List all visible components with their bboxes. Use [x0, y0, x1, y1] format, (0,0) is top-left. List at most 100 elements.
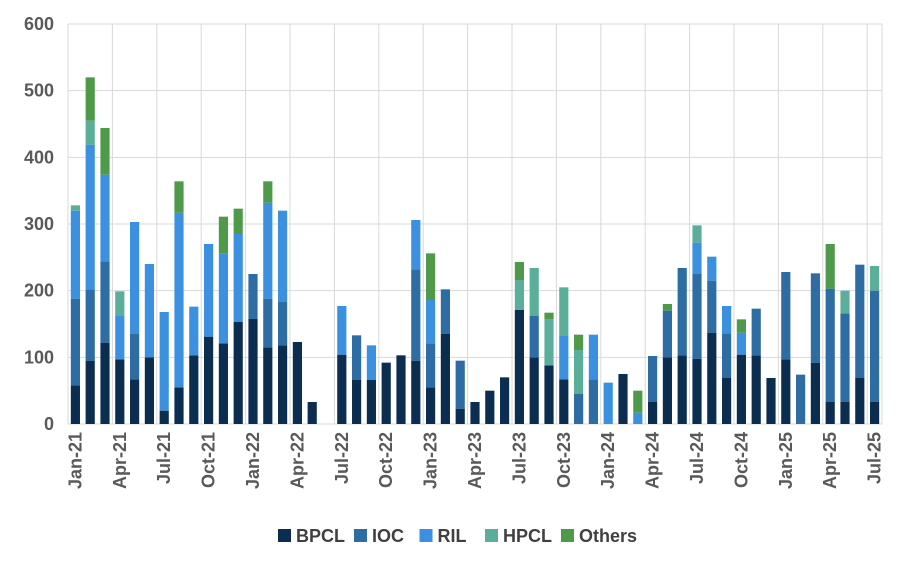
x-tick-label: Apr-21 — [110, 432, 130, 489]
y-tick-label: 500 — [24, 81, 54, 101]
bar-bpcl-sep-22 — [366, 380, 376, 424]
bar-hpcl-oct-23 — [559, 287, 569, 336]
bar-hpcl-jul-24 — [692, 225, 702, 243]
bar-others-apr-25 — [825, 244, 835, 289]
legend-swatch-hpcl — [485, 529, 498, 542]
bar-bpcl-dec-24 — [766, 378, 776, 424]
y-tick-label: 100 — [24, 347, 54, 367]
legend: BPCL IOC RIL HPCL Others — [278, 526, 637, 546]
bar-others-may-24 — [662, 304, 672, 311]
bar-bpcl-oct-21 — [204, 336, 214, 424]
x-tick-label: Oct-21 — [199, 432, 219, 488]
bar-bpcl-mar-23 — [455, 408, 465, 424]
bars — [70, 77, 880, 424]
bar-ioc-nov-24 — [751, 308, 761, 356]
bar-others-nov-23 — [574, 334, 584, 350]
bar-ioc-feb-21 — [85, 289, 95, 361]
bar-bpcl-apr-25 — [825, 402, 835, 424]
legend-swatch-others — [561, 529, 574, 542]
bar-ril-may-21 — [130, 222, 140, 334]
bar-others-mar-21 — [100, 128, 110, 175]
bar-ril-apr-21 — [115, 316, 125, 360]
legend-label-ioc: IOC — [372, 526, 404, 546]
bar-ril-sep-22 — [366, 345, 376, 380]
bar-bpcl-may-21 — [130, 379, 140, 424]
bar-ioc-aug-24 — [707, 280, 717, 333]
bar-bpcl-nov-24 — [751, 355, 761, 424]
bar-ril-feb-22 — [263, 202, 273, 299]
bar-ioc-mar-25 — [810, 273, 820, 363]
bar-bpcl-jun-24 — [677, 355, 687, 424]
x-tick-label: Jan-22 — [243, 432, 263, 489]
x-tick-label: Jan-21 — [65, 432, 85, 489]
bar-ioc-sep-24 — [722, 333, 732, 378]
bar-ioc-jun-24 — [677, 268, 687, 356]
bar-ioc-jan-25 — [781, 272, 791, 360]
bar-ioc-aug-22 — [352, 335, 362, 380]
bar-ril-aug-24 — [707, 256, 717, 281]
bar-ioc-jan-23 — [426, 343, 436, 388]
bar-bpcl-dec-21 — [233, 322, 243, 424]
bar-bpcl-jan-22 — [248, 318, 258, 424]
legend-swatch-bpcl — [278, 529, 291, 542]
bar-hpcl-jul-23 — [514, 280, 524, 310]
bar-ril-mar-21 — [100, 174, 110, 262]
legend-swatch-ril — [419, 529, 433, 542]
y-tick-label: 600 — [24, 14, 54, 34]
x-tick-label: Jul-23 — [509, 432, 529, 484]
bar-hpcl-feb-21 — [85, 120, 95, 145]
x-tick-label: Oct-24 — [731, 432, 751, 488]
bar-ril-mar-22 — [278, 210, 288, 302]
bar-bpcl-may-23 — [485, 390, 495, 424]
bar-bpcl-jan-23 — [426, 387, 436, 424]
bar-hpcl-nov-23 — [574, 350, 584, 394]
bar-bpcl-feb-23 — [440, 334, 450, 424]
bar-bpcl-apr-21 — [115, 359, 125, 424]
gridlines — [67, 23, 882, 425]
x-tick-label: Jan-23 — [421, 432, 441, 489]
x-tick-label: Jul-22 — [332, 432, 352, 484]
bar-ril-sep-24 — [722, 306, 732, 334]
x-tick-label: Oct-22 — [376, 432, 396, 488]
bar-bpcl-mar-21 — [100, 342, 110, 424]
bar-bpcl-may-22 — [307, 402, 317, 424]
bar-ioc-dec-23 — [588, 379, 598, 424]
bar-bpcl-feb-22 — [263, 347, 273, 424]
bar-bpcl-aug-23 — [529, 357, 539, 424]
bar-ioc-mar-23 — [455, 360, 465, 409]
bar-ril-jan-21 — [70, 210, 80, 299]
bar-bpcl-apr-24 — [648, 402, 658, 424]
bar-bpcl-mar-25 — [810, 362, 820, 424]
bar-hpcl-aug-23 — [529, 268, 539, 316]
bar-ril-sep-21 — [189, 306, 199, 356]
x-tick-label: Jul-21 — [154, 432, 174, 484]
bar-bpcl-may-25 — [840, 402, 850, 424]
bar-others-feb-21 — [85, 77, 95, 121]
bar-bpcl-jul-24 — [692, 358, 702, 424]
bar-bpcl-sep-23 — [544, 365, 554, 424]
bar-ril-jul-22 — [337, 306, 347, 355]
bar-others-jul-23 — [514, 262, 524, 280]
bar-bpcl-apr-23 — [470, 402, 480, 424]
bar-bpcl-oct-23 — [559, 379, 569, 424]
x-tick-label: Apr-23 — [465, 432, 485, 489]
bar-bpcl-mar-22 — [278, 345, 288, 424]
bar-ioc-mar-22 — [278, 302, 288, 346]
legend-label-others: Others — [579, 526, 637, 546]
bar-bpcl-jul-25 — [870, 402, 880, 424]
bar-bpcl-jul-23 — [514, 310, 524, 424]
bar-ril-oct-21 — [204, 244, 214, 337]
legend-label-ril: RIL — [438, 526, 467, 546]
x-tick-label: Jul-25 — [865, 432, 885, 484]
bar-ioc-jul-24 — [692, 274, 702, 359]
bar-ioc-jan-21 — [70, 298, 80, 386]
bar-bpcl-aug-22 — [352, 380, 362, 424]
y-tick-label: 400 — [24, 147, 54, 167]
bar-ioc-may-25 — [840, 313, 850, 402]
bar-ril-jul-24 — [692, 242, 702, 274]
bar-ril-dec-22 — [411, 220, 421, 270]
bar-ril-mar-24 — [633, 412, 643, 424]
bar-ril-jul-21 — [159, 312, 169, 411]
bar-others-mar-24 — [633, 390, 643, 413]
